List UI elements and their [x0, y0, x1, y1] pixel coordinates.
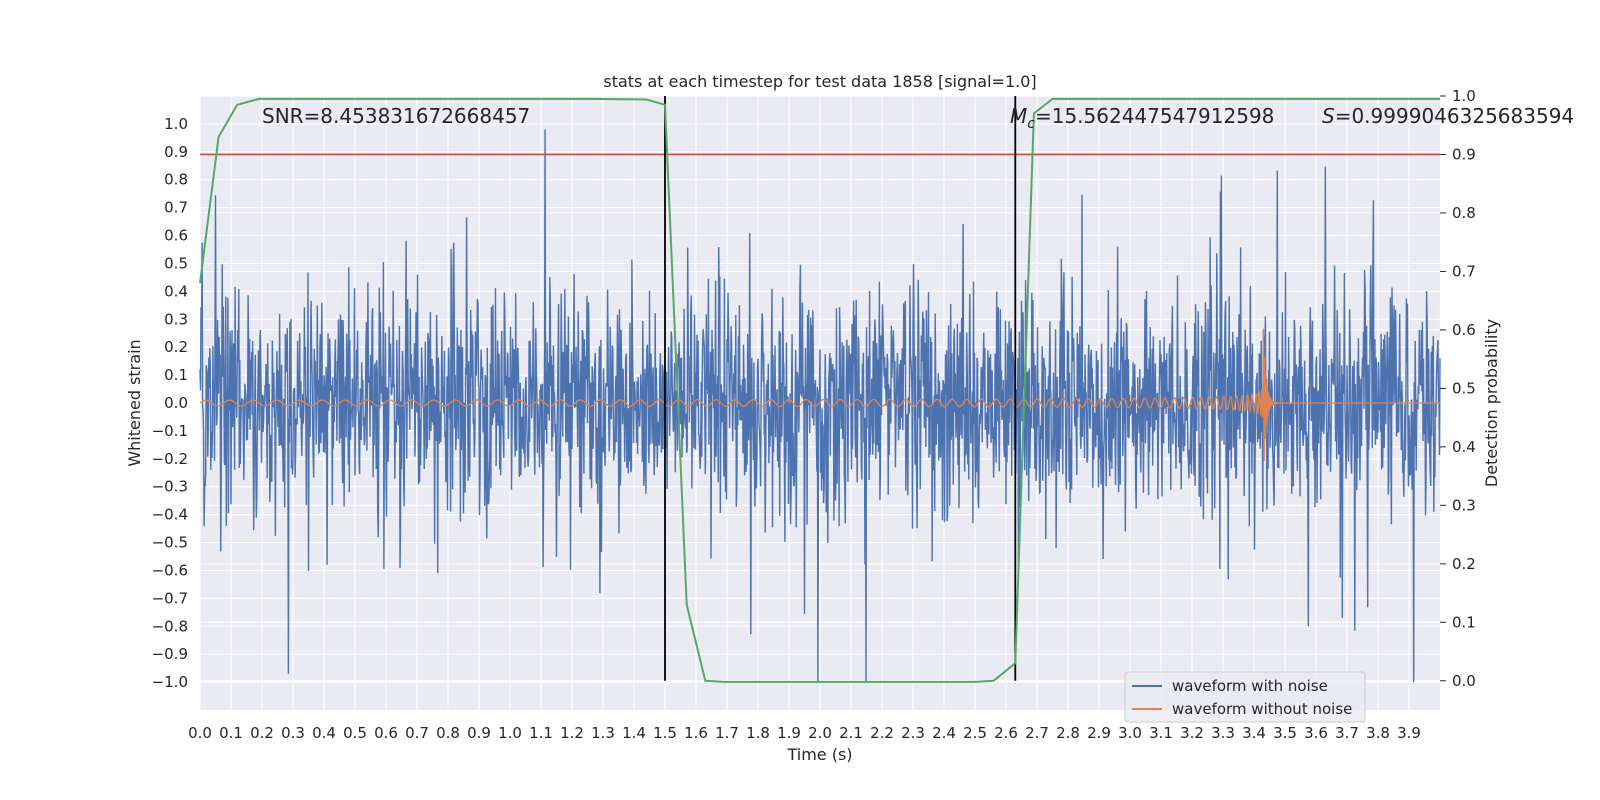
x-tick-label: 3.9 [1397, 724, 1421, 742]
y-tick-label-right: 0.1 [1452, 613, 1476, 631]
x-tick-label: 1.4 [622, 724, 646, 742]
mc-symbol: M [1010, 104, 1027, 128]
x-tick-label: 3.4 [1242, 724, 1266, 742]
noise-series-layer [199, 129, 1441, 683]
x-tick-label: 3.0 [1118, 724, 1142, 742]
series-line-probability [199, 97, 1440, 683]
y-tick-label-left: −0.7 [152, 589, 188, 607]
x-tick-label: 0.1 [219, 724, 243, 742]
x-tick-label: 0.6 [374, 724, 398, 742]
y-tick-label-right: 1.0 [1452, 87, 1476, 105]
mc-value: =15.562447547912598 [1035, 104, 1274, 128]
y-tick-label-right: 0.7 [1452, 262, 1476, 280]
legend-box [1124, 671, 1366, 723]
x-tick-label: 1.6 [684, 724, 708, 742]
chirp-series-layer [199, 328, 1440, 462]
x-tick-label: 3.1 [1149, 724, 1173, 742]
legend-label-clean: waveform without noise [1172, 700, 1352, 718]
s-annotation: S=0.9999046325683594 [1322, 104, 1574, 128]
y-tick-label-left: −1.0 [152, 673, 188, 691]
y-tick-label-right: 0.8 [1452, 204, 1476, 222]
mc-annotation: Mc=15.562447547912598 [1010, 104, 1274, 132]
x-tick-label: 1.8 [746, 724, 770, 742]
y-tick-label-right: 0.9 [1452, 145, 1476, 163]
y-tick-label-right: 0.0 [1452, 672, 1476, 690]
y-tick-label-left: −0.1 [152, 422, 188, 440]
y-tick-label-left: −0.2 [152, 450, 188, 468]
y-tick-label-left: −0.8 [152, 617, 188, 635]
snr-annotation: SNR=8.453831672668457 [262, 104, 530, 128]
legend-label-noise: waveform with noise [1172, 677, 1328, 695]
x-tick-label: 3.2 [1180, 724, 1204, 742]
x-tick-label: 0.3 [281, 724, 305, 742]
ticks: 0.0 0.1 0.2 0.3 0.4 0.5 0.6 0.7 0.8 0.9 1.0 1.1 1.2 1… [152, 87, 1476, 742]
y-axis-label-left: Whitened strain [125, 339, 144, 466]
s-symbol: S [1322, 104, 1335, 128]
mc-subscript: c [1027, 116, 1035, 132]
y-tick-label-left: −0.4 [152, 506, 188, 524]
x-axis-label: Time (s) [786, 745, 852, 764]
x-tick-label: 0.0 [188, 724, 212, 742]
x-tick-label: 0.7 [405, 724, 429, 742]
y-axis-label-right: Detection probability [1482, 319, 1501, 487]
y-tick-label-left: 1.0 [164, 115, 188, 133]
x-tick-label: 1.2 [560, 724, 584, 742]
x-tick-label: 3.6 [1304, 724, 1328, 742]
y-tick-label-left: 0.7 [164, 199, 188, 217]
x-tick-label: 2.1 [839, 724, 863, 742]
x-tick-label: 1.1 [529, 724, 553, 742]
x-tick-label: 2.8 [1056, 724, 1080, 742]
y-tick-label-left: 0.2 [164, 338, 188, 356]
chart-title: stats at each timestep for test data 185… [603, 72, 1036, 91]
y-tick-label-right: 0.3 [1452, 496, 1476, 514]
x-tick-label: 3.7 [1335, 724, 1359, 742]
y-tick-label-left: −0.5 [152, 534, 188, 552]
x-tick-label: 1.9 [777, 724, 801, 742]
x-tick-label: 2.2 [870, 724, 894, 742]
y-tick-label-right: 0.6 [1452, 321, 1476, 339]
y-tick-label-left: 0.9 [164, 143, 188, 161]
series-line-noise [199, 129, 1441, 683]
x-tick-label: 0.8 [436, 724, 460, 742]
x-tick-label: 2.6 [994, 724, 1018, 742]
series-line-clean [199, 328, 1440, 462]
x-tick-label: 3.5 [1273, 724, 1297, 742]
x-tick-label: 2.5 [963, 724, 987, 742]
x-tick-label: 2.9 [1087, 724, 1111, 742]
y-tick-label-right: 0.2 [1452, 555, 1476, 573]
x-tick-label: 1.5 [653, 724, 677, 742]
y-tick-label-left: 0.8 [164, 171, 188, 189]
x-tick-label: 3.3 [1211, 724, 1235, 742]
legend: waveform with noise waveform without noi… [1124, 671, 1366, 723]
x-tick-label: 2.4 [932, 724, 956, 742]
s-value: =0.9999046325683594 [1335, 104, 1574, 128]
x-tick-label: 0.9 [467, 724, 491, 742]
y-tick-label-left: 0.3 [164, 310, 188, 328]
x-tick-label: 2.7 [1025, 724, 1049, 742]
x-tick-label: 0.4 [312, 724, 336, 742]
y-tick-label-left: 0.5 [164, 254, 188, 272]
x-tick-label: 1.3 [591, 724, 615, 742]
y-tick-label-left: 0.0 [164, 394, 188, 412]
x-tick-label: 0.2 [250, 724, 274, 742]
y-tick-label-left: −0.3 [152, 478, 188, 496]
reference-lines-layer [200, 96, 1440, 681]
probability-series-layer [199, 97, 1440, 683]
y-tick-label-left: 0.4 [164, 282, 188, 300]
x-tick-label: 1.0 [498, 724, 522, 742]
y-tick-label-right: 0.4 [1452, 438, 1476, 456]
x-tick-label: 3.8 [1366, 724, 1390, 742]
x-tick-label: 2.0 [808, 724, 832, 742]
x-tick-label: 0.5 [343, 724, 367, 742]
x-tick-label: 1.7 [715, 724, 739, 742]
y-tick-label-left: 0.1 [164, 366, 188, 384]
y-tick-label-right: 0.5 [1452, 379, 1476, 397]
x-tick-label: 2.3 [901, 724, 925, 742]
y-tick-label-left: 0.6 [164, 227, 188, 245]
y-tick-label-left: −0.6 [152, 561, 188, 579]
y-tick-label-left: −0.9 [152, 645, 188, 663]
